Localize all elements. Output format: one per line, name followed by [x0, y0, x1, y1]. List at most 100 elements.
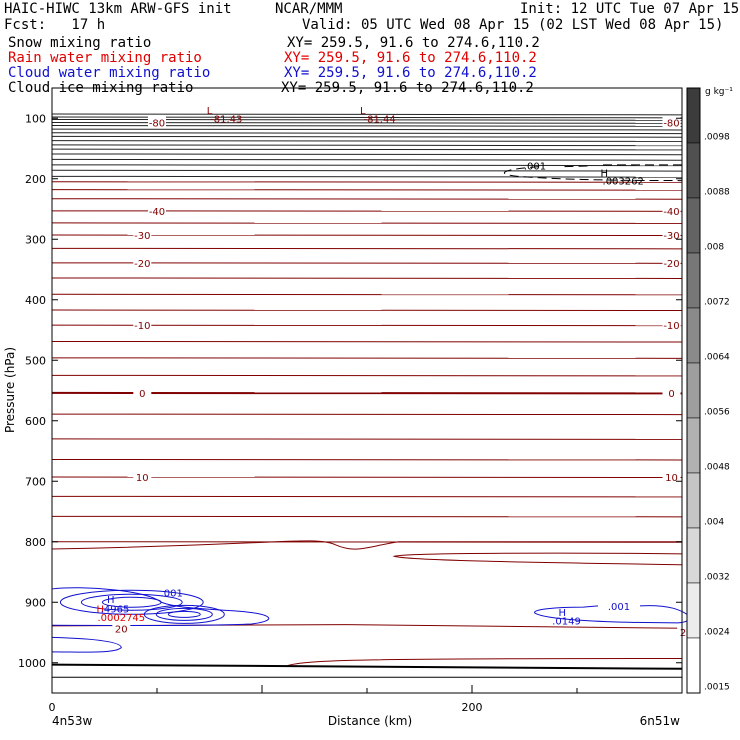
colorbar-tick-label: .0064	[704, 353, 730, 363]
label-background	[662, 256, 681, 268]
colorbar-frame	[686, 87, 701, 694]
extremum-label: .001	[608, 602, 630, 613]
cloud-water-contour	[101, 596, 162, 608]
label-background	[662, 229, 681, 241]
y-axis-title: Pressure (hPa)	[3, 347, 17, 433]
extremum-label: .003262	[603, 177, 644, 188]
isotherm-label: -80	[149, 118, 165, 129]
isotherm-line	[51, 164, 683, 167]
colorbar-segment	[686, 637, 701, 694]
isotherm-label: -30	[663, 231, 679, 242]
isotherm-line	[51, 113, 683, 116]
isotherm-line	[51, 476, 683, 479]
cloud-water-contour	[59, 589, 204, 615]
field-snow-name: Snow mixing ratio	[8, 35, 152, 51]
isotherm-line	[51, 148, 683, 151]
label-background	[133, 319, 152, 331]
x-axis: 0 200	[49, 685, 683, 714]
isotherm-line	[51, 132, 683, 135]
label-background	[662, 471, 681, 483]
label-background	[112, 622, 131, 634]
isotherm-line	[51, 309, 683, 312]
isotherm-line	[51, 262, 683, 264]
field-rain-name: Rain water mixing ratio	[8, 50, 202, 66]
label-background	[662, 116, 681, 128]
extremum-label: H	[559, 608, 567, 619]
extremum-label: .001	[161, 589, 183, 600]
cloud-ice-contour	[504, 164, 683, 182]
isotherm-line	[51, 125, 683, 127]
isotherm-label: 0	[139, 389, 145, 400]
colorbar-segment	[686, 252, 701, 309]
label-background	[133, 256, 152, 268]
isotherm-line	[51, 374, 683, 377]
isotherm-line	[51, 175, 683, 178]
isotherm-line	[51, 458, 683, 461]
isotherm-label: -20	[663, 259, 679, 270]
forecast-hour: Fcst: 17 h	[4, 17, 106, 33]
isotherm-label: -10	[134, 321, 150, 332]
isotherm-line	[51, 158, 683, 161]
isotherm-label: -20	[134, 259, 150, 270]
isotherm-line	[51, 189, 683, 191]
isotherm-line	[51, 293, 683, 296]
isotherm-line	[51, 413, 683, 416]
isotherm-line	[51, 357, 683, 359]
isotherm-line	[51, 128, 683, 131]
colorbar-tick-label: .004	[704, 518, 724, 528]
x-tick-label: 0	[49, 701, 56, 714]
isotherm-label: 20	[680, 628, 693, 639]
cloud-water-contour	[155, 607, 213, 621]
isotherm-label: 20	[115, 624, 128, 635]
isotherm-label: -40	[663, 207, 679, 218]
cloud-water-contour	[51, 587, 270, 627]
colorbar-segment	[686, 197, 701, 254]
cloud-water-contour	[534, 605, 690, 624]
title-center: NCAR/MMM	[275, 1, 343, 17]
x-left-endpoint: 4n53w	[52, 714, 93, 728]
label-background	[148, 204, 166, 216]
y-tick-label: 100	[25, 112, 46, 125]
colorbar-tick-label: .0032	[704, 573, 730, 583]
isotherm-label: -40	[149, 207, 165, 218]
isotherm-line	[392, 552, 683, 566]
isotherm-line	[51, 515, 683, 518]
isotherm-label: -30	[134, 231, 150, 242]
colorbar-segment	[686, 582, 701, 639]
isotherm-line	[51, 324, 683, 327]
init-time: Init: 12 UTC Tue 07 Apr 15	[520, 1, 740, 17]
isotherm-label: 10	[136, 473, 149, 484]
cloud-water-contour	[51, 636, 122, 653]
isotherm-label: 0	[668, 389, 674, 400]
y-tick-label: 300	[25, 233, 46, 246]
title-left: HAIC-HIWC 13km ARW-GFS init	[4, 1, 232, 17]
isotherm-line	[287, 658, 683, 667]
y-tick-label: 800	[25, 536, 46, 549]
extremum-label: H	[97, 604, 105, 615]
colorbar-tick-label: .0048	[704, 463, 730, 473]
isotherm-label: -10	[663, 321, 679, 332]
isotherm-line	[51, 495, 683, 498]
extremum-label: .0149	[552, 616, 581, 627]
colorbar-segment	[686, 362, 701, 419]
isotherm-line	[51, 277, 683, 279]
isotherm-label: -80	[663, 118, 679, 129]
x-axis-title: Distance (km)	[328, 714, 412, 728]
cloud-water-contour	[167, 610, 201, 618]
colorbar-segment	[686, 472, 701, 529]
colorbar-segment	[686, 307, 701, 364]
extremum-label: .0002745	[97, 613, 145, 624]
valid-time: Valid: 05 UTC Wed 08 Apr 15 (02 LST Wed …	[302, 17, 724, 33]
label-background	[662, 319, 681, 331]
isotherm-line	[51, 144, 683, 147]
x-right-endpoint: 6n51w	[640, 714, 681, 728]
isotherm-line	[51, 247, 683, 250]
y-tick-label: 1000	[18, 657, 46, 670]
field-snow-xy: XY= 259.5, 91.6 to 274.6,110.2	[287, 35, 540, 51]
cloud-water-contour	[143, 604, 225, 624]
isotherm-line	[51, 169, 683, 172]
label-background	[133, 471, 152, 483]
extremum-label: L	[360, 106, 366, 117]
